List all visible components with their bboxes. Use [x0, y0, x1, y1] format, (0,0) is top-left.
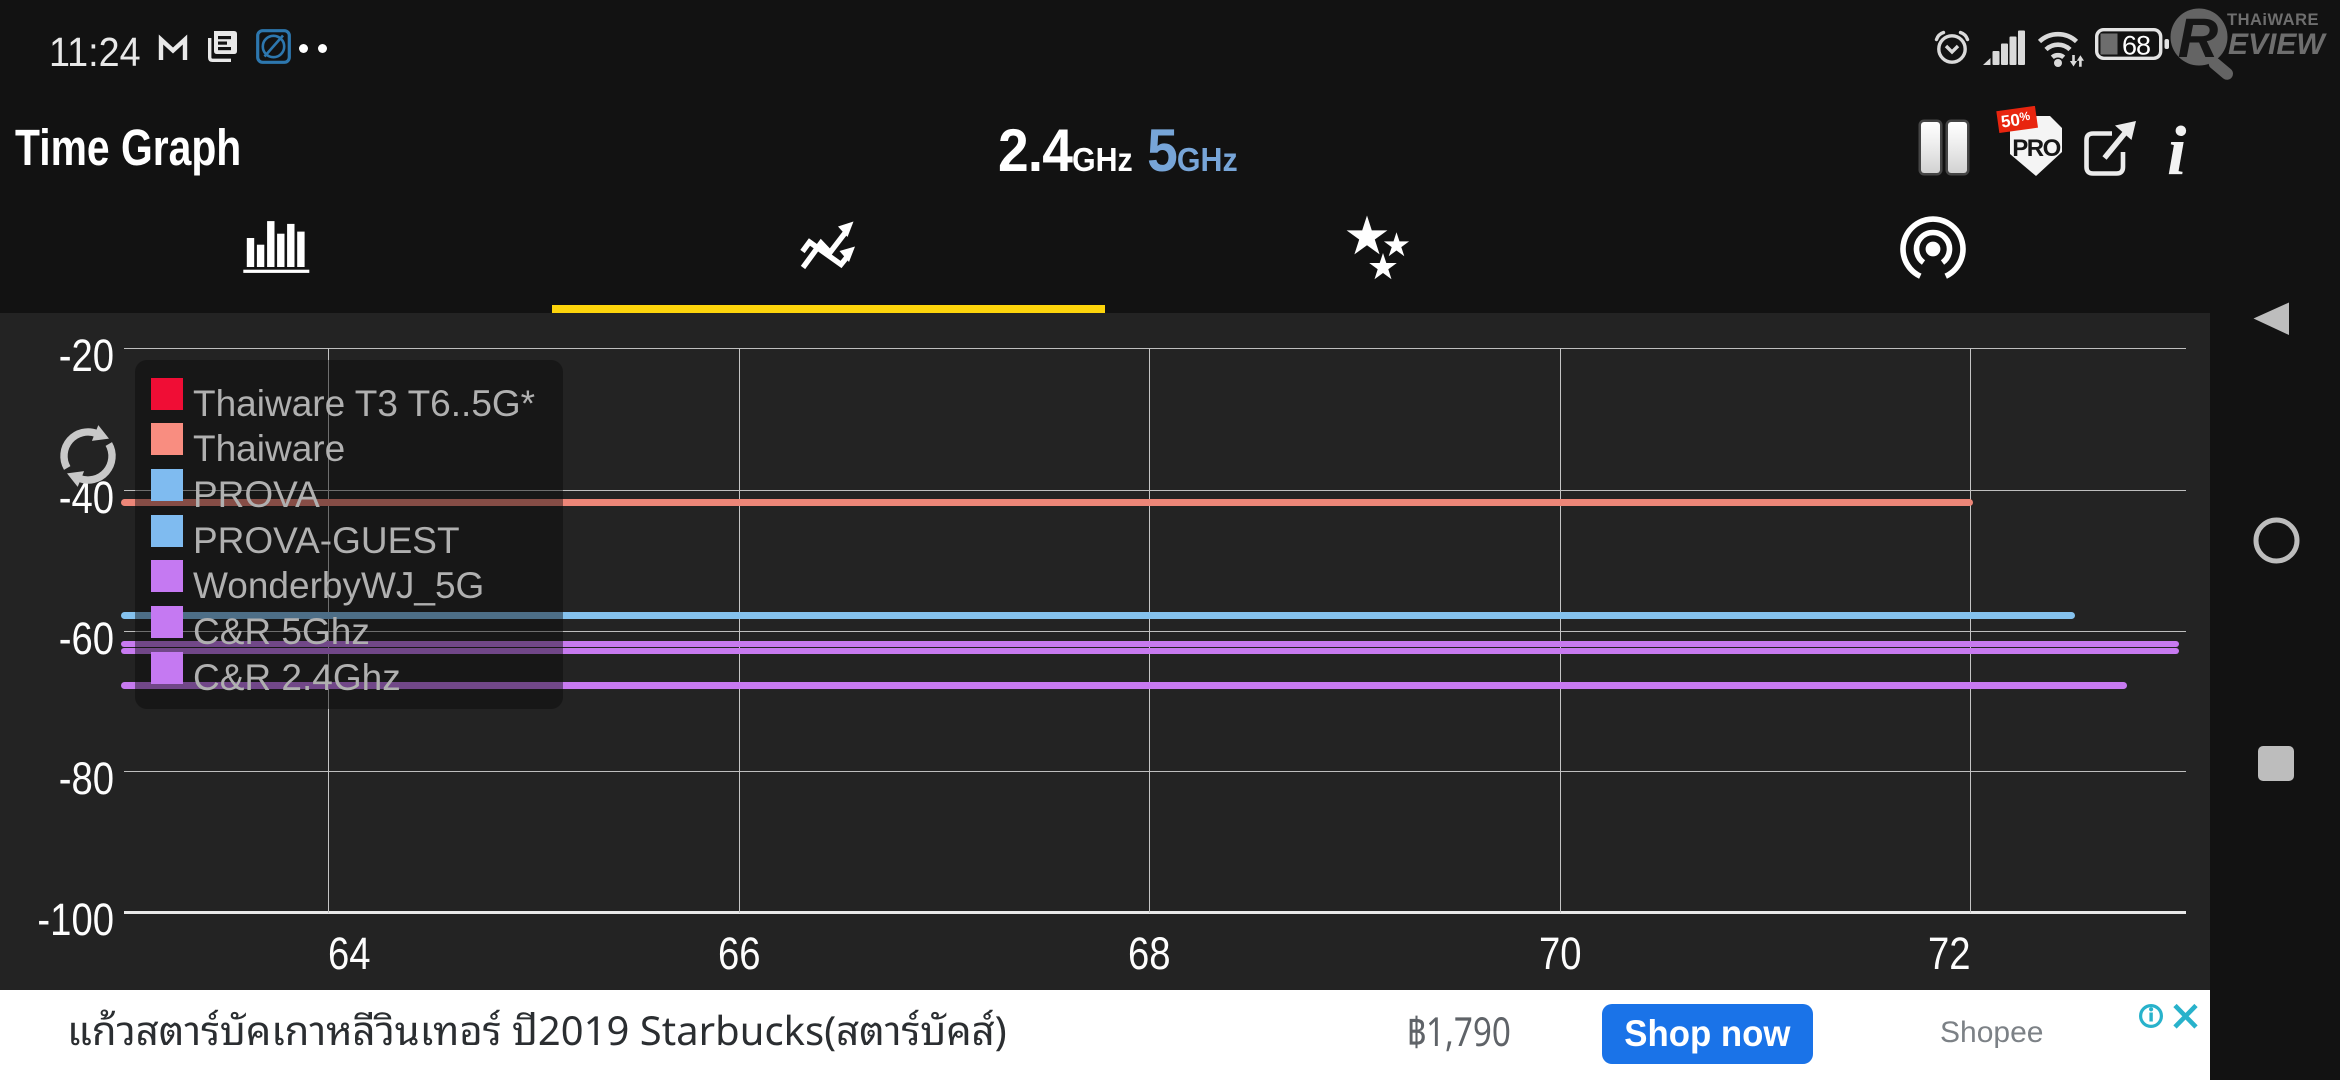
- svg-text:PRO: PRO: [2012, 135, 2060, 162]
- svg-text:68: 68: [2122, 31, 2150, 61]
- svg-text:R: R: [2178, 6, 2219, 69]
